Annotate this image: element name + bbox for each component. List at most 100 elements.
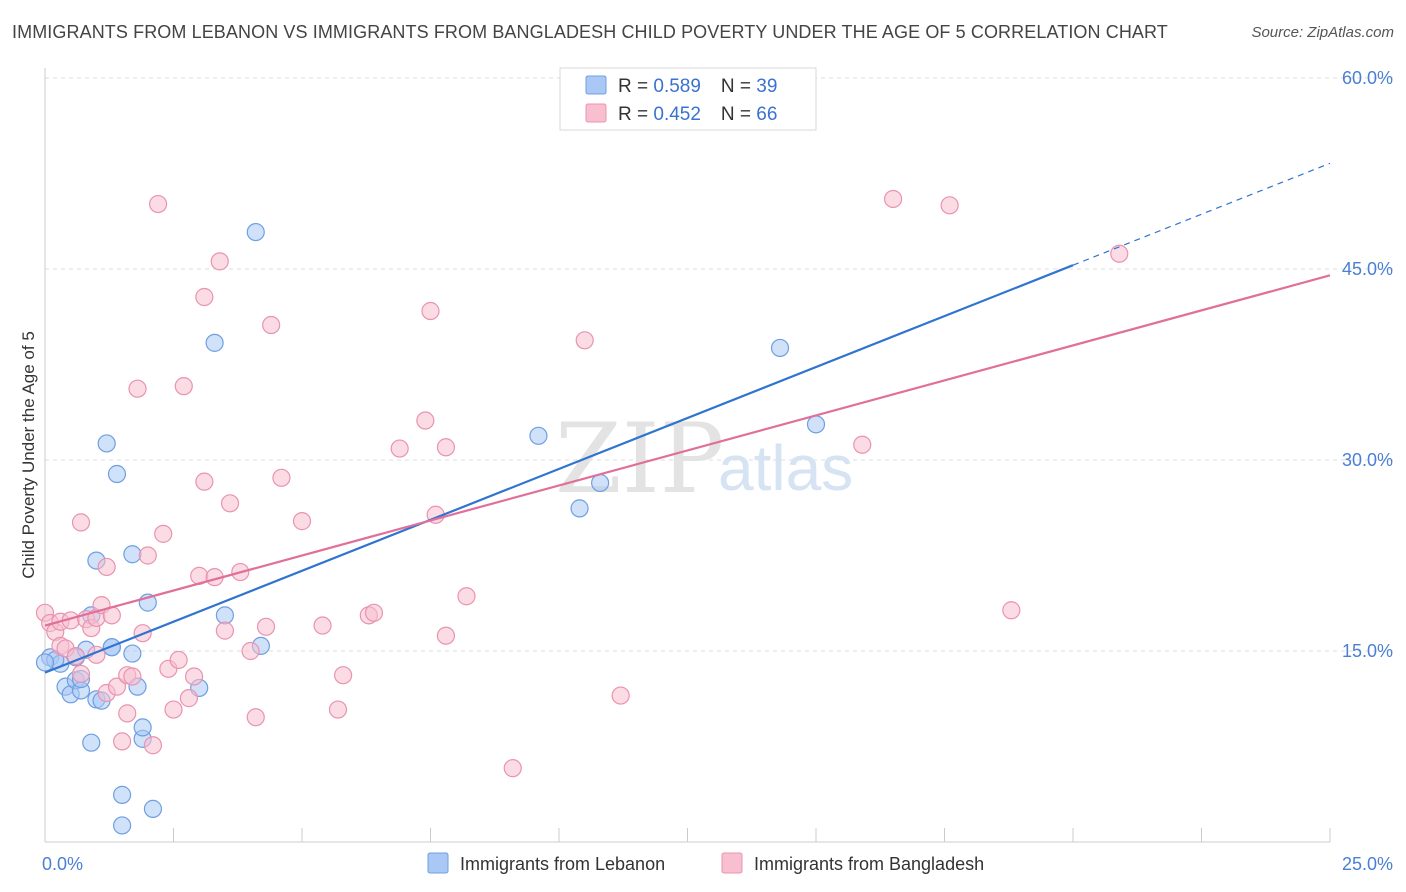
lebanon-point <box>570 499 589 518</box>
bangladesh-point <box>195 287 214 307</box>
n-value: 66 <box>756 104 777 125</box>
stats-legend-swatch-bangladesh <box>585 103 607 123</box>
stats-legend: R = 0.589 N = 39 R = 0.452 N = 66 <box>559 67 817 131</box>
bangladesh-point <box>256 617 276 636</box>
lebanon-point <box>123 545 142 564</box>
lebanon-point <box>529 426 548 445</box>
lebanon-point <box>112 785 132 804</box>
bangladesh-point <box>128 379 147 398</box>
bottom-legend-swatch-bangladesh <box>721 852 743 874</box>
bangladesh-point <box>421 301 440 321</box>
bangladesh-point <box>174 377 193 396</box>
x-tick-label: 25.0% <box>1342 854 1393 874</box>
x-tick-labels: 0.0% 25.0% <box>42 854 1393 874</box>
lebanon-point <box>133 718 152 737</box>
r-label: R = <box>618 104 653 125</box>
chart-source: Source: ZipAtlas.com <box>1251 24 1394 41</box>
bangladesh-point <box>215 621 234 640</box>
lebanon-point <box>143 799 163 818</box>
lebanon-point <box>123 644 142 663</box>
bangladesh-point <box>107 677 127 696</box>
bangladesh-point <box>195 472 214 491</box>
stats-legend-row-bangladesh: R = 0.452 N = 66 <box>618 104 777 125</box>
watermark-zip: ZIP <box>555 403 724 515</box>
y-tick-label: 30.0% <box>1342 450 1393 470</box>
bangladesh-point <box>1110 244 1129 263</box>
data-points <box>35 189 1129 835</box>
bangladesh-point <box>436 626 456 645</box>
bangladesh-point <box>184 667 204 686</box>
y-tick-label: 60.0% <box>1342 68 1393 88</box>
bangladesh-point <box>328 700 348 719</box>
bangladesh-point <box>112 732 132 751</box>
lebanon-point <box>107 464 127 484</box>
bangladesh-point <box>853 435 872 454</box>
axes <box>44 68 1331 843</box>
stats-legend-row-lebanon: R = 0.589 N = 39 <box>618 76 777 97</box>
bangladesh-point <box>71 664 91 684</box>
bottom-legend-label-lebanon: Immigrants from Lebanon <box>460 854 665 874</box>
trend-lines <box>44 162 1331 674</box>
bangladesh-point <box>272 468 291 487</box>
stats-legend-swatch-lebanon <box>585 75 607 95</box>
bangladesh-point <box>883 189 903 209</box>
y-tick-label: 15.0% <box>1342 641 1393 661</box>
bangladesh-point <box>292 512 312 531</box>
bangladesh-point <box>71 513 91 532</box>
y-tick-label: 45.0% <box>1342 259 1393 279</box>
y-axis-title: Child Poverty Under the Age of 5 <box>19 331 38 579</box>
bangladesh-point <box>123 667 142 686</box>
bangladesh-point <box>148 194 168 214</box>
bangladesh-point <box>118 704 137 723</box>
bangladesh-point <box>138 546 157 565</box>
bangladesh-point <box>262 315 281 335</box>
bangladesh-point <box>143 736 163 755</box>
lebanon-point <box>806 415 826 434</box>
bangladesh-point <box>210 252 229 271</box>
bangladesh-point <box>390 439 409 458</box>
y-tick-labels: 15.0% 30.0% 45.0% 60.0% <box>1342 68 1393 661</box>
bangladesh-point <box>154 524 173 543</box>
trend-line-bangladesh <box>44 274 1331 627</box>
n-value: 39 <box>756 76 777 97</box>
grid-lines <box>45 77 1395 652</box>
lebanon-point <box>82 733 101 752</box>
bangladesh-point <box>241 641 260 661</box>
bangladesh-point <box>246 708 265 727</box>
lebanon-point <box>112 816 132 835</box>
bottom-legend-swatch-lebanon <box>427 852 449 874</box>
bangladesh-point <box>416 411 435 430</box>
bangladesh-point <box>334 666 353 685</box>
bangladesh-point <box>97 557 116 577</box>
bangladesh-point <box>611 686 630 705</box>
bangladesh-point <box>457 587 476 606</box>
lebanon-point <box>35 653 55 672</box>
lebanon-point <box>205 333 224 352</box>
lebanon-point <box>97 434 116 453</box>
bangladesh-point <box>940 196 959 215</box>
r-label: R = <box>618 76 653 97</box>
bangladesh-point <box>179 689 199 708</box>
bangladesh-point <box>220 494 240 513</box>
chart-title: IMMIGRANTS FROM LEBANON VS IMMIGRANTS FR… <box>12 22 1168 42</box>
bangladesh-point <box>169 650 188 670</box>
r-value: 0.589 <box>653 76 701 97</box>
bangladesh-point <box>364 603 384 622</box>
watermark-atlas: atlas <box>718 432 853 504</box>
trend-line-lebanon-extension <box>1072 162 1331 266</box>
lebanon-point <box>215 606 234 625</box>
lebanon-point <box>770 338 790 358</box>
n-label: N = <box>721 104 756 125</box>
bangladesh-point <box>436 438 456 457</box>
x-tick-label: 0.0% <box>42 854 83 874</box>
bangladesh-point <box>503 759 522 778</box>
trend-line-lebanon <box>44 264 1074 674</box>
bottom-legend: Immigrants from Lebanon Immigrants from … <box>427 852 984 874</box>
bottom-legend-label-bangladesh: Immigrants from Bangladesh <box>754 854 984 874</box>
bangladesh-point <box>575 331 594 350</box>
bangladesh-point <box>164 700 183 719</box>
lebanon-point <box>246 222 265 242</box>
bangladesh-point <box>1002 601 1021 620</box>
n-label: N = <box>721 76 756 97</box>
